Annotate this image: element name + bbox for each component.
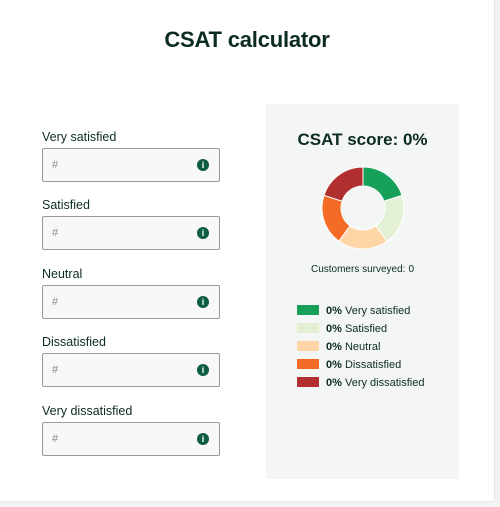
satisfied-label: Satisfied: [42, 198, 90, 212]
very-dissatisfied-field: i: [42, 422, 220, 456]
info-icon[interactable]: i: [197, 296, 209, 308]
donut-segment-very-satisfied: [362, 166, 403, 202]
legend-swatch: [297, 377, 319, 387]
very-satisfied-input[interactable]: [43, 149, 202, 181]
dissatisfied-label: Dissatisfied: [42, 335, 106, 349]
very-satisfied-field: i: [42, 148, 220, 182]
legend-item-very-dissatisfied: 0% Very dissatisfied: [297, 374, 437, 392]
legend-swatch: [297, 305, 319, 315]
legend-item-very-satisfied: 0% Very satisfied: [297, 302, 437, 320]
legend-percent: 0%: [326, 359, 342, 371]
legend-label: Very dissatisfied: [344, 377, 425, 389]
info-icon[interactable]: i: [197, 433, 209, 445]
legend-percent: 0%: [326, 305, 342, 317]
legend-swatch: [297, 359, 319, 369]
legend-percent: 0%: [326, 323, 342, 335]
satisfied-field: i: [42, 216, 220, 250]
legend-label: Dissatisfied: [344, 359, 402, 371]
neutral-field: i: [42, 285, 220, 319]
info-icon[interactable]: i: [197, 364, 209, 376]
very-dissatisfied-input[interactable]: [43, 423, 202, 455]
very-dissatisfied-label: Very dissatisfied: [42, 404, 133, 418]
legend-label: Very satisfied: [344, 305, 411, 317]
csat-score: CSAT score: 0%: [297, 130, 428, 149]
neutral-input[interactable]: [43, 286, 202, 318]
legend-swatch: [297, 323, 319, 333]
info-icon[interactable]: i: [197, 227, 209, 239]
dissatisfied-field: i: [42, 353, 220, 387]
very-satisfied-label: Very satisfied: [42, 130, 117, 144]
legend-item-dissatisfied: 0% Dissatisfied: [297, 356, 437, 374]
legend: 0% Very satisfied 0% Satisfied 0% Neutra…: [297, 302, 437, 392]
legend-swatch: [297, 341, 319, 351]
legend-item-satisfied: 0% Satisfied: [297, 320, 437, 338]
donut-segment-very-dissatisfied: [323, 166, 364, 202]
customers-surveyed: Customers surveyed: 0: [266, 264, 459, 275]
dissatisfied-input[interactable]: [43, 354, 202, 386]
legend-label: Satisfied: [344, 323, 388, 335]
info-icon[interactable]: i: [197, 159, 209, 171]
neutral-label: Neutral: [42, 267, 83, 281]
surveyed-value: 0: [408, 264, 415, 275]
page-title: CSAT calculator: [164, 27, 330, 52]
legend-item-neutral: 0% Neutral: [297, 338, 437, 356]
satisfied-input[interactable]: [43, 217, 202, 249]
donut-chart: [321, 166, 405, 250]
legend-percent: 0%: [326, 341, 342, 353]
surveyed-label: Customers surveyed:: [310, 264, 406, 275]
legend-label: Neutral: [344, 341, 381, 353]
legend-percent: 0%: [326, 377, 342, 389]
result-panel: CSAT score: 0% Customers surveyed: 0 0% V…: [266, 104, 459, 479]
